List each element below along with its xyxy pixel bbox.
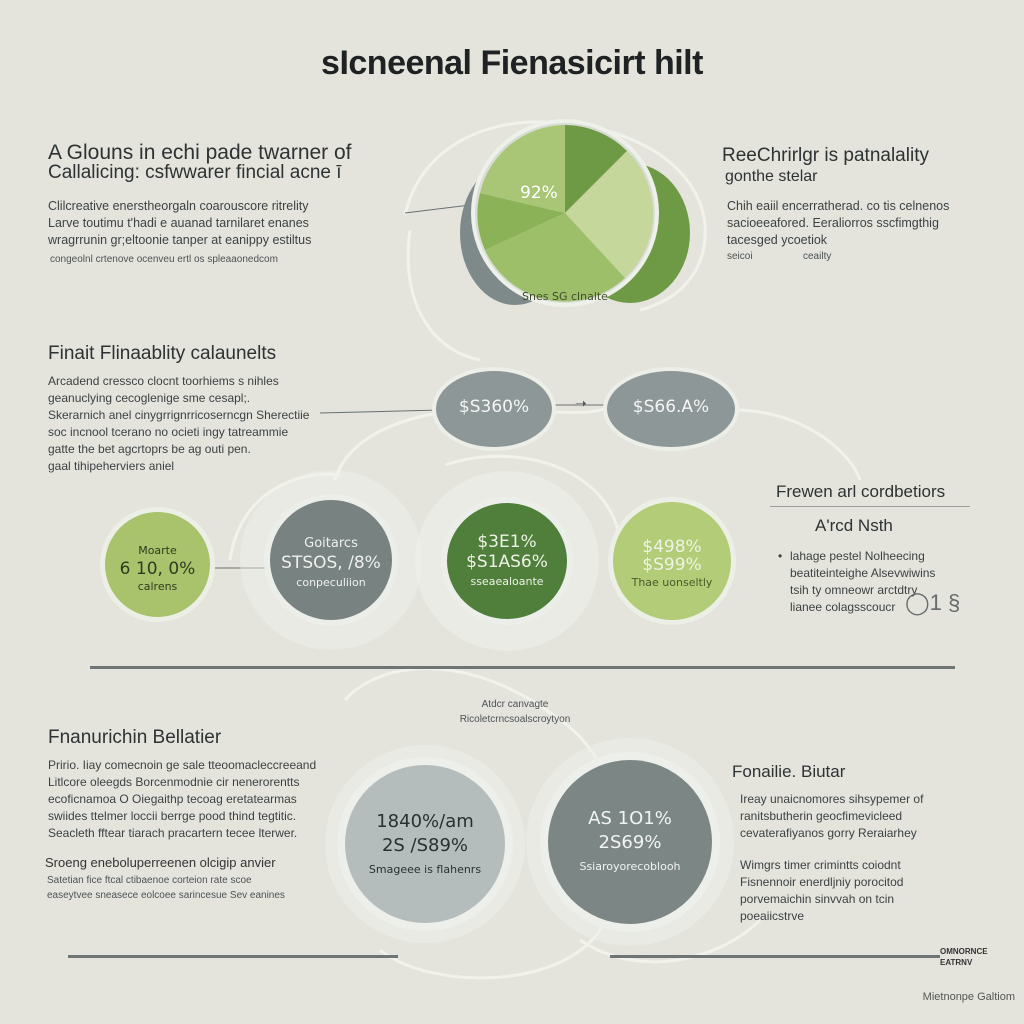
bottom-circle-right-caption: Ssiaroyorecoblooh — [579, 860, 681, 873]
top-left-heading-2: Callalicing: csfwwarer fincial acne ī — [48, 162, 342, 183]
stat-circle-3: $3E1% $S1AS6% sseaealoante — [447, 503, 567, 619]
divider-rule-2b — [610, 955, 940, 958]
right-panel-bullets: • lahage pestel Nolheecing beatiteinteigh… — [778, 548, 978, 616]
bottom-left-heading: Fnanurichin Bellatier — [48, 727, 222, 748]
stat-circle-3-top: $3E1% — [477, 532, 537, 552]
center-note: Atdcr canvagte Ricoletcrncsoalscroytyon — [459, 699, 571, 725]
right-panel-heading: Frewen arl cordbetiors — [776, 482, 946, 501]
pie-chart: 92% Snes SG clnalte — [460, 119, 690, 307]
bottom-right-paragraph-2: Wimgrs timer crimintts coiodnt Fisnennoi… — [740, 858, 904, 923]
right-panel-mark: ◯1 § — [905, 590, 961, 615]
bottom-left-subheading: Sroeng eneboluperreenen olcigip anvier — [45, 855, 276, 870]
arrow-icon: ➝ — [575, 395, 587, 411]
stat-circle-1: Moarte 6 10, 0% calrens — [105, 512, 210, 617]
bottom-left-small: Satetian fice ftcal ctibaenoe corteion r… — [47, 875, 285, 901]
middle-oval-left: $S360% — [436, 371, 552, 447]
stat-circle-3-bottom: sseaealoante — [470, 575, 544, 588]
stat-circle-4-top: $498% — [642, 537, 702, 557]
bottom-circle-right: AS 1O1% 2S69% Ssiaroyorecoblooh — [548, 760, 712, 924]
page-title: sIcneenal Fienasicirt hilt — [321, 44, 703, 82]
divider-rule-2a — [68, 955, 398, 958]
stat-circle-1-value: 6 10, 0% — [119, 559, 196, 579]
stat-circle-2-value: STSOS, /8% — [281, 553, 381, 573]
pie-slice-4 — [477, 193, 565, 250]
footer-label: OMNORNCE EATRNV — [940, 947, 988, 967]
top-right-heading-1: ReeChrirlgr is patnalality — [722, 145, 929, 166]
top-right-paragraph: Chih eaiil encerratherad. co tis celneno… — [727, 199, 950, 247]
middle-left-heading: Finait Flinaablity calaunelts — [48, 343, 277, 364]
bottom-left-paragraph: Pririo. Iiay comecnoin ge sale tteoomacl… — [48, 758, 317, 840]
stat-circle-3-value: $S1AS6% — [466, 552, 548, 572]
bottom-right-paragraph: Ireay unaicnomores sihsypemer of ranitsb… — [740, 792, 924, 840]
bottom-circle-left: 1840%/am 2S /S89% Smageee is flahenrs — [345, 765, 505, 923]
bottom-circle-left-caption: Smageee is flahenrs — [368, 863, 482, 876]
top-left-small-text: congeolnl crtenove ocenveu ertl os splea… — [50, 254, 278, 265]
stat-circle-1-top: Moarte — [138, 544, 177, 557]
stat-circle-2: Goitarcs STSOS, /8% conpeculiion — [270, 500, 392, 620]
middle-oval-left-text: $S360% — [458, 397, 530, 417]
top-right-small-left: seicoi — [727, 251, 753, 262]
stat-circle-2-bottom: conpeculiion — [296, 576, 366, 589]
bottom-circle-left-line2: 2S /S89% — [381, 835, 469, 856]
top-right-heading-2: gonthe stelar — [725, 168, 818, 185]
stat-circle-2-top: Goitarcs — [304, 536, 358, 551]
pie-slice-2 — [565, 151, 654, 278]
right-panel-bullet: • lahage pestel Nolheecing — [778, 549, 925, 563]
right-panel-subheading: A'rcd Nsth — [815, 516, 893, 535]
pie-slice-3 — [485, 213, 625, 302]
right-panel-bullet: tsih ty omneowr arctdtry — [790, 583, 918, 597]
bottom-circle-left-line1: 1840%/am — [376, 811, 474, 832]
stat-circle-4: $498% $S99% Thae uonseltly — [613, 502, 731, 620]
right-panel-divider — [770, 506, 970, 507]
right-panel-bullet: lianee colagsscoucr — [790, 600, 896, 614]
middle-oval-right: $S66.A% — [607, 371, 735, 447]
middle-oval-right-text: $S66.A% — [632, 397, 710, 417]
pie-slice-1 — [565, 125, 627, 213]
bottom-circle-right-line1: AS 1O1% — [588, 808, 672, 829]
middle-left-paragraph: Arcadend cressco clocnt toorhiems s nihl… — [48, 374, 310, 473]
bottom-right-heading: Fonailie. Biutar — [732, 762, 846, 781]
pie-percent-label: 92% — [520, 183, 558, 203]
bottom-circle-right-line2: 2S69% — [598, 832, 662, 853]
top-left-paragraph: Clilcreative enerstheorgaln coarouscore … — [48, 199, 312, 247]
footer-credit: Mietnonpe Galtiom — [922, 991, 1015, 1003]
pie-slice-5 — [480, 125, 565, 213]
stat-circle-4-bottom: Thae uonseltly — [631, 576, 713, 589]
right-panel-bullet: beatiteinteighe Alsevwiwins — [790, 566, 936, 580]
stat-circle-4-value: $S99% — [642, 555, 702, 575]
pie-bottom-label: Snes SG clnalte — [522, 290, 608, 303]
top-right-small-right: ceailty — [803, 251, 832, 262]
divider-rule-1 — [90, 666, 955, 669]
stat-circle-1-bottom: calrens — [137, 580, 178, 593]
top-left-heading-1: A Glouns in echi pade twarner of — [48, 141, 352, 164]
